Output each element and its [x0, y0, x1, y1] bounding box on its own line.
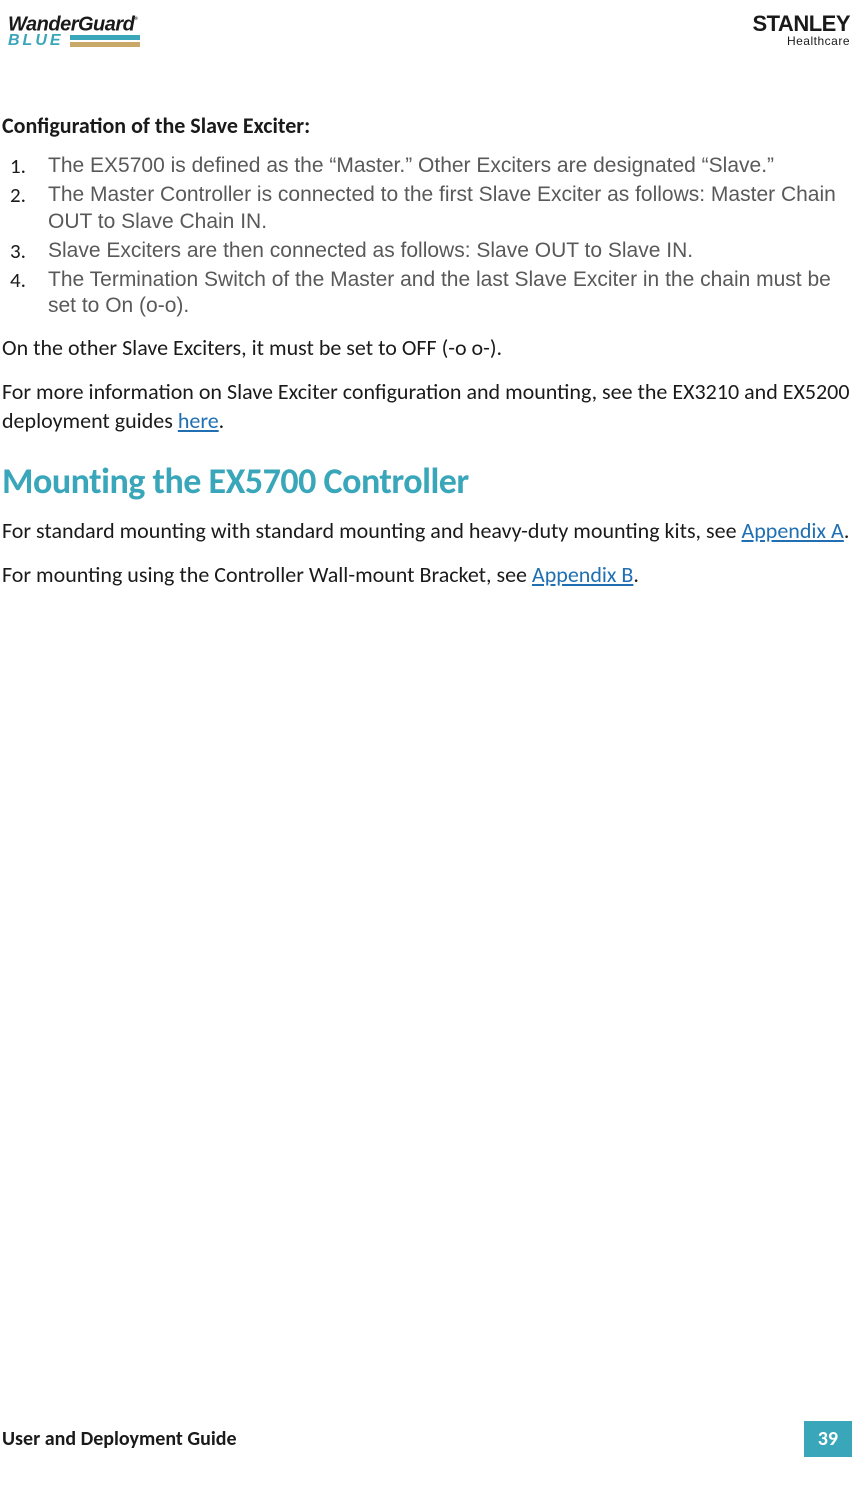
configuration-list: 1. The EX5700 is defined as the “Master.”…	[2, 153, 854, 320]
list-item: 3.Slave Exciters are then connected as f…	[48, 238, 854, 265]
wanderguard-logo: WanderGuard® BLUE	[8, 14, 140, 49]
logo-line2: BLUE	[8, 33, 140, 49]
list-text: The Termination Switch of the Master and…	[48, 268, 831, 318]
text-span: For mounting using the Controller Wall-m…	[2, 561, 532, 588]
heading-mounting: Mounting the EX5700 Controller	[2, 459, 854, 503]
list-text: Slave Exciters are then connected as fol…	[48, 239, 693, 262]
text-span: .	[633, 561, 639, 588]
list-text: The Master Controller is connected to th…	[48, 183, 836, 233]
logo-bar-teal	[70, 35, 140, 40]
list-marker: 1.	[10, 153, 26, 180]
logo-text-blue: BLUE	[8, 33, 64, 49]
link-appendix-a[interactable]: Appendix A	[742, 517, 844, 544]
text-span: For more information on Slave Exciter co…	[2, 378, 849, 433]
page-header: WanderGuard® BLUE STANLEY Healthcare	[0, 14, 860, 64]
logo-bar-gold	[70, 42, 140, 47]
stanley-logo: STANLEY Healthcare	[752, 14, 850, 48]
link-appendix-b[interactable]: Appendix B	[532, 561, 633, 588]
list-item: 4.The Termination Switch of the Master a…	[48, 267, 854, 321]
list-text: The EX5700 is defined as the “Master.” O…	[48, 154, 774, 177]
paragraph-mounting-2: For mounting using the Controller Wall-m…	[2, 561, 854, 589]
logo-bars-icon	[70, 35, 140, 47]
paragraph-mounting-1: For standard mounting with standard moun…	[2, 517, 854, 545]
list-marker: 4.	[10, 267, 26, 294]
document-page: WanderGuard® BLUE STANLEY Healthcare Con…	[0, 0, 860, 1487]
list-item: 1.The EX5700 is defined as the “Master.”…	[48, 153, 854, 180]
list-marker: 2.	[10, 182, 26, 209]
text-span: For standard mounting with standard moun…	[2, 517, 742, 544]
paragraph-more-info: For more information on Slave Exciter co…	[2, 378, 854, 434]
page-footer: User and Deployment Guide 39	[2, 1421, 852, 1457]
section-title: Configuration of the Slave Exciter:	[2, 112, 854, 139]
list-marker: 3.	[10, 238, 26, 265]
paragraph-off-note: On the other Slave Exciters, it must be …	[2, 334, 854, 362]
footer-title: User and Deployment Guide	[2, 1427, 237, 1451]
registered-mark: ®	[134, 14, 139, 27]
list-item: 2.The Master Controller is connected to …	[48, 182, 854, 236]
page-content: Configuration of the Slave Exciter: 1. Th…	[0, 64, 860, 589]
text-span: .	[219, 407, 225, 434]
link-here[interactable]: here	[178, 407, 219, 434]
text-span: .	[844, 517, 850, 544]
page-number: 39	[804, 1421, 852, 1457]
logo-text-stanley: STANLEY	[752, 14, 850, 34]
